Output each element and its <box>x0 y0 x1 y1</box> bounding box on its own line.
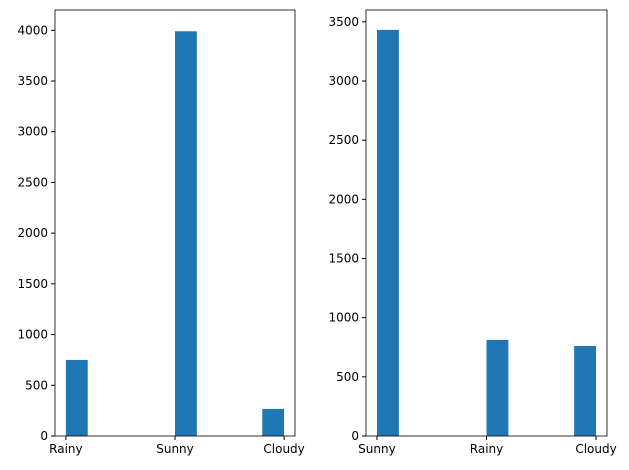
x-tick-label: Rainy <box>49 442 82 456</box>
y-tick-label: 2000 <box>328 192 359 206</box>
y-tick-label: 500 <box>336 370 359 384</box>
y-tick-label: 1500 <box>328 252 359 266</box>
bar <box>65 359 88 436</box>
bar <box>262 408 285 436</box>
axes-frame <box>365 9 608 437</box>
x-tick-label: Sunny <box>358 442 396 456</box>
y-tick-label: 0 <box>351 429 359 443</box>
y-tick-label: 3500 <box>328 15 359 29</box>
y-tick-label: 0 <box>40 429 48 443</box>
axes-frame <box>54 9 296 437</box>
y-tick-label: 2000 <box>17 226 48 240</box>
bar <box>486 339 509 436</box>
x-tick-label: Sunny <box>156 442 194 456</box>
bar <box>376 29 399 436</box>
y-tick-label: 500 <box>25 378 48 392</box>
y-tick-label: 3000 <box>328 74 359 88</box>
y-tick-label: 1000 <box>17 328 48 342</box>
y-tick-label: 1000 <box>328 311 359 325</box>
x-tick-label: Cloudy <box>575 442 616 456</box>
y-tick-label: 1500 <box>17 277 48 291</box>
bar <box>175 31 197 437</box>
y-tick-label: 3000 <box>17 125 48 139</box>
y-tick-label: 2500 <box>328 133 359 147</box>
x-tick-label: Cloudy <box>263 442 304 456</box>
y-tick-label: 2500 <box>17 175 48 189</box>
y-tick-label: 3500 <box>17 74 48 88</box>
x-tick-label: Rainy <box>470 442 503 456</box>
y-tick-label: 4000 <box>17 23 48 37</box>
bar <box>574 345 597 436</box>
